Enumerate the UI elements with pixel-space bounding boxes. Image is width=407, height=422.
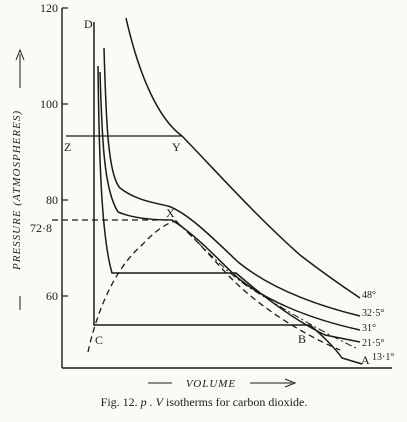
caption-prefix: Fig. 12.	[101, 395, 138, 409]
point-label-d: D	[84, 17, 93, 31]
y-tick-label: 120	[40, 1, 58, 15]
y-axis-title: PRESSURE (ATMOSPHERES)	[11, 110, 23, 271]
isotherm-13-1	[93, 22, 363, 365]
point-label-y: Y	[172, 140, 181, 154]
point-labels: D C B A X Z Y 72·8	[30, 17, 370, 367]
point-label-a: A	[361, 353, 370, 367]
series-label-32-5: 32·5°	[362, 308, 384, 319]
isotherm-32-5	[103, 47, 361, 317]
y-ticks: 60 80 100 120	[40, 1, 68, 303]
y-tick-label: 100	[40, 97, 58, 111]
x-axis-title: VOLUME	[186, 378, 236, 390]
caption-text: isotherms for carbon dioxide.	[166, 395, 307, 409]
critical-pressure-label: 72·8	[30, 221, 52, 235]
point-label-b: B	[298, 332, 306, 346]
figure-caption: Fig. 12. p . V isotherms for carbon diox…	[101, 395, 308, 409]
y-axis-title-group: PRESSURE (ATMOSPHERES)	[11, 48, 25, 310]
x-axis-arrow-head	[284, 378, 297, 388]
isotherm-21-5	[97, 65, 361, 343]
series-labels: 48° 32·5° 31° 21·5° 13·1°	[362, 290, 394, 363]
isotherm-48	[125, 17, 361, 299]
series-label-31: 31°	[362, 323, 376, 334]
y-tick-label: 80	[46, 193, 58, 207]
caption-italic: p . V	[140, 395, 165, 409]
dash-dot-branch	[175, 220, 357, 349]
y-tick-label: 60	[46, 289, 58, 303]
y-axis-arrow-head	[15, 48, 25, 61]
point-label-x: X	[166, 206, 175, 220]
isotherm-31	[99, 71, 361, 331]
series-label-21-5: 21·5°	[362, 338, 384, 349]
x-axis-title-group: VOLUME	[148, 378, 297, 390]
series-label-13-1: 13·1°	[372, 352, 394, 363]
axes	[61, 8, 392, 369]
point-label-c: C	[95, 333, 103, 347]
point-label-z: Z	[64, 140, 71, 154]
series-label-48: 48°	[362, 290, 376, 301]
isotherms	[93, 17, 363, 365]
